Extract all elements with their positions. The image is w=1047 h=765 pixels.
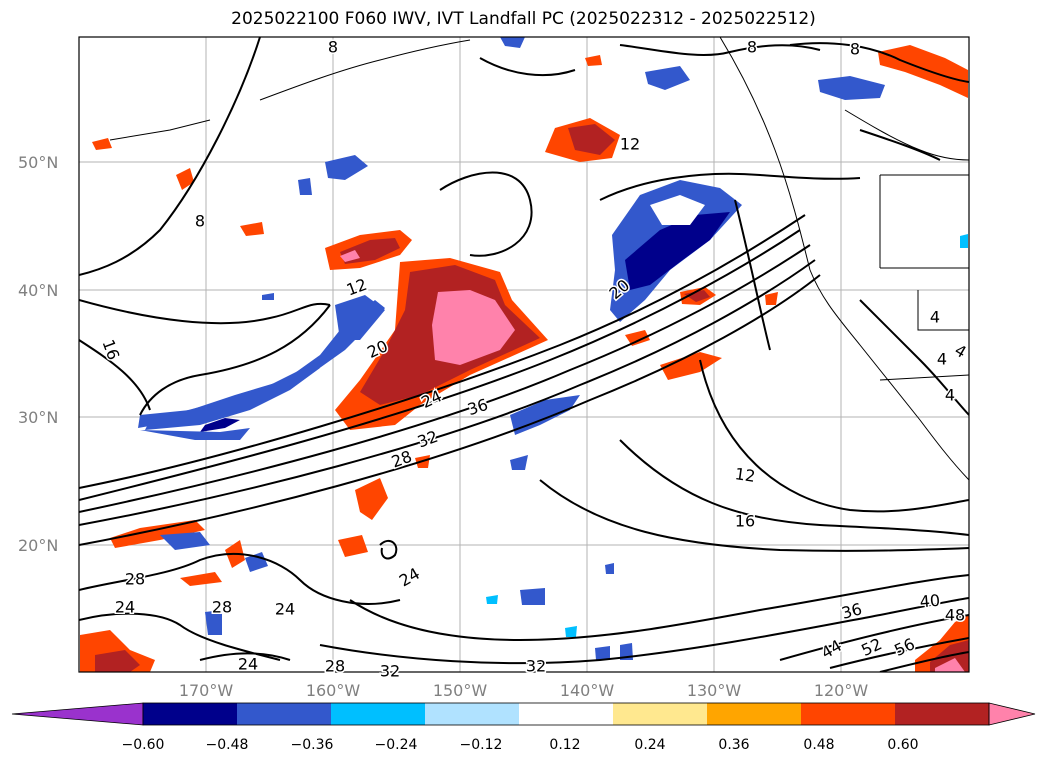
lon-label-140w: 140°W xyxy=(559,681,615,700)
colorbar-frame xyxy=(142,702,990,726)
contour-label: 28 xyxy=(212,598,232,617)
contour-label: 32 xyxy=(380,662,400,681)
map-plot-area xyxy=(79,37,969,672)
contour-label: 28 xyxy=(325,657,345,676)
colorbar-tick: 0.12 xyxy=(549,737,581,753)
contour-label: 8 xyxy=(328,38,338,57)
contour-label: 8 xyxy=(850,40,860,59)
contour-label: 12 xyxy=(734,464,757,486)
contour-label: 8 xyxy=(747,38,757,57)
positive-pc-shading xyxy=(80,45,969,672)
lon-label-160w: 160°W xyxy=(305,681,361,700)
colorbar-bin xyxy=(425,703,520,725)
colorbar xyxy=(11,702,1036,726)
contour-label: 24 xyxy=(275,600,295,619)
colorbar-bin xyxy=(801,703,896,725)
contour-label: 4 xyxy=(930,308,940,327)
colorbar-bin xyxy=(707,703,802,725)
contour-label: 48 xyxy=(945,606,965,625)
lon-label-130w: 130°W xyxy=(686,681,742,700)
colorbar-tick: −0.60 xyxy=(121,737,165,753)
colorbar-bin xyxy=(613,703,708,725)
lat-label-20n: 20°N xyxy=(18,536,59,555)
contour-label: 24 xyxy=(238,655,258,674)
colorbar-bin xyxy=(331,703,426,725)
colorbar-extend-low xyxy=(11,702,144,726)
iwv-contours xyxy=(79,37,969,672)
colorbar-tick: −0.36 xyxy=(290,737,334,753)
contour-label: 24 xyxy=(115,598,135,617)
contour-label: 32 xyxy=(526,657,546,676)
contour-label: 16 xyxy=(735,512,755,531)
contour-label: 4 xyxy=(945,386,955,405)
lon-label-120w: 120°W xyxy=(813,681,869,700)
colorbar-bin xyxy=(237,703,332,725)
lat-label-30n: 30°N xyxy=(18,408,59,427)
lon-label-150w: 150°W xyxy=(432,681,488,700)
negative-pc-shading xyxy=(138,37,968,660)
colorbar-bin xyxy=(519,703,614,725)
colorbar-tick: 0.24 xyxy=(634,737,666,753)
colorbar-tick: −0.48 xyxy=(205,737,249,753)
colorbar-tick: 0.48 xyxy=(803,737,835,753)
lon-label-170w: 170°W xyxy=(178,681,234,700)
colorbar-bin xyxy=(895,703,990,725)
map-title: 2025022100 F060 IWV, IVT Landfall PC (20… xyxy=(231,9,816,29)
lat-label-50n: 50°N xyxy=(18,153,59,172)
colorbar-tick: −0.24 xyxy=(374,737,418,753)
contour-label: 12 xyxy=(620,135,640,154)
contour-label: 4 xyxy=(937,350,947,369)
contour-label: 8 xyxy=(195,212,205,231)
colorbar-tick: 0.36 xyxy=(718,737,750,753)
contour-label: 40 xyxy=(919,591,941,612)
contour-label: 28 xyxy=(125,570,145,589)
colorbar-bin xyxy=(143,703,238,725)
lat-label-40n: 40°N xyxy=(18,281,59,300)
coastlines xyxy=(109,37,969,481)
colorbar-tick: −0.12 xyxy=(459,737,503,753)
map-frame xyxy=(78,36,970,673)
colorbar-extend-high xyxy=(988,702,1036,726)
colorbar-tick: 0.60 xyxy=(887,737,919,753)
